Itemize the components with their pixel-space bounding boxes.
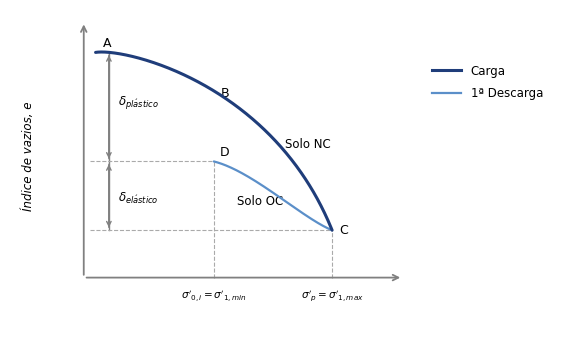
Text: $\sigma'_p = \sigma'_{1,max}$: $\sigma'_p = \sigma'_{1,max}$ (301, 288, 363, 303)
Text: $\delta_{pl\acute{a}stico}$: $\delta_{pl\acute{a}stico}$ (118, 94, 158, 111)
Legend: Carga, 1ª Descarga: Carga, 1ª Descarga (431, 65, 543, 100)
Text: $\sigma'_{0,i} = \sigma'_{1,min}$: $\sigma'_{0,i} = \sigma'_{1,min}$ (181, 288, 247, 304)
Text: $\delta_{el\acute{a}stico}$: $\delta_{el\acute{a}stico}$ (118, 191, 158, 206)
Text: Índice de vazios, e: Índice de vazios, e (22, 102, 35, 211)
Text: Solo OC: Solo OC (237, 195, 284, 208)
Text: B: B (221, 87, 230, 100)
Text: C: C (339, 224, 348, 237)
Text: Solo NC: Solo NC (285, 139, 331, 151)
Text: D: D (220, 146, 229, 159)
Text: A: A (103, 37, 112, 50)
